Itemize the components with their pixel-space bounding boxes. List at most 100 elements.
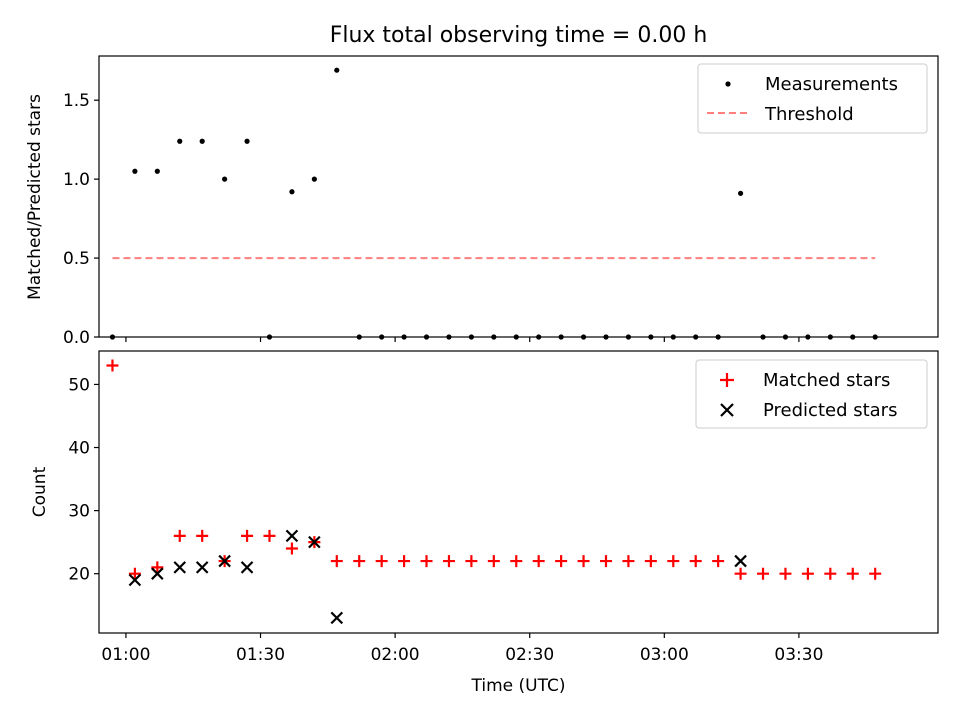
y-tick-label: 1.5	[63, 91, 90, 111]
matched-star-point	[487, 555, 500, 568]
y-tick-label: 0.5	[63, 249, 90, 269]
measurement-point	[401, 334, 407, 340]
matched-star-point	[241, 529, 254, 542]
x-tick-label: 02:00	[371, 645, 420, 665]
legend-threshold-label: Threshold	[764, 104, 854, 125]
measurement-point	[491, 334, 497, 340]
measurement-point	[468, 334, 474, 340]
measurement-point	[782, 334, 789, 340]
predicted-star-point	[195, 561, 209, 574]
measurement-point	[670, 334, 676, 340]
matched-star-point	[173, 529, 186, 542]
measurement-point	[805, 334, 811, 340]
measurement-point	[109, 334, 116, 340]
legend-predicted-stars-marker	[720, 403, 734, 417]
matched-star-point	[622, 555, 635, 568]
matched-star-point	[353, 555, 366, 568]
bottom-legend: Matched stars Predicted stars	[695, 359, 928, 429]
matched-star-point	[375, 555, 388, 568]
matched-star-point	[420, 555, 433, 568]
measurement-point	[715, 334, 721, 340]
x-tick-label: 01:00	[101, 645, 150, 665]
predicted-star-point	[240, 561, 254, 574]
y-tick-label: 30	[68, 502, 90, 522]
matched-star-point	[577, 555, 590, 568]
y-tick-label: 50	[68, 375, 90, 395]
measurement-point	[154, 168, 160, 174]
bottom-y-ticks: 20 30 40 50	[68, 375, 99, 585]
matched-star-point	[532, 555, 545, 568]
matched-star-point	[263, 529, 276, 542]
measurement-point	[693, 334, 699, 340]
bottom-plot-marks	[106, 359, 882, 625]
matched-star-point	[757, 567, 770, 580]
x-tick-label: 03:00	[640, 645, 689, 665]
measurement-point	[334, 67, 340, 73]
measurement-point	[827, 334, 833, 340]
measurement-point	[850, 334, 856, 340]
top-plot-marks	[109, 67, 878, 340]
predicted-star-point	[151, 567, 164, 580]
measurement-point	[177, 138, 183, 144]
top-y-ticks: 0.0 0.5 1.0 1.5	[63, 91, 99, 348]
top-panel: 0.0 0.5 1.0 1.5 Matched/Predicted stars Mea…	[25, 55, 939, 348]
y-tick-label: 20	[68, 565, 90, 585]
x-tick-label: 03:30	[774, 645, 823, 665]
matched-star-point	[151, 561, 164, 574]
predicted-star-point	[128, 573, 142, 587]
measurement-point	[760, 334, 766, 340]
matched-star-point	[779, 567, 792, 580]
matched-star-point	[285, 542, 298, 555]
legend-measurements-label: Measurements	[765, 74, 898, 95]
measurement-point	[222, 176, 228, 182]
measurement-point	[603, 334, 609, 340]
measurement-point	[199, 138, 205, 144]
predicted-star-point	[173, 561, 187, 574]
matched-star-point	[667, 555, 680, 568]
matched-star-point	[599, 555, 612, 568]
measurement-point	[356, 334, 362, 340]
legend-matched-stars-marker	[720, 373, 734, 387]
x-tick-label: 02:30	[505, 645, 554, 665]
top-legend-box	[697, 63, 928, 134]
y-tick-label: 1.0	[63, 170, 90, 190]
x-tick-label: 01:30	[236, 645, 285, 665]
measurement-point	[580, 334, 587, 340]
predicted-star-point	[330, 611, 344, 625]
y-tick-label: 0.0	[63, 328, 90, 348]
matched-star-point	[398, 555, 411, 568]
matched-star-point	[442, 555, 455, 568]
measurement-point	[423, 334, 430, 340]
matched-star-point	[824, 567, 837, 580]
matched-star-point	[555, 555, 568, 568]
matched-star-point	[465, 555, 478, 568]
chart-title: Flux total observing time = 0.00 h	[330, 23, 708, 48]
matched-star-point	[106, 359, 119, 372]
predicted-star-point	[308, 535, 321, 549]
measurement-point	[872, 334, 878, 340]
measurement-point	[513, 334, 519, 340]
bottom-x-ticks: 01:00 01:30 02:00 02:30 03:00 03:30	[101, 633, 823, 665]
predicted-star-point	[218, 554, 231, 568]
measurement-point	[446, 334, 452, 340]
matched-star-point	[196, 529, 209, 542]
measurement-point	[737, 190, 744, 196]
measurement-point	[244, 138, 250, 144]
matched-star-point	[712, 555, 725, 568]
x-axis-label: Time (UTC)	[471, 676, 566, 696]
matched-star-point	[846, 567, 859, 580]
matched-star-point	[330, 555, 343, 568]
top-legend: Measurements Threshold	[697, 63, 928, 134]
measurement-point	[379, 334, 385, 340]
matched-star-point	[734, 567, 747, 580]
matched-star-point	[801, 567, 814, 580]
matched-star-point	[510, 555, 523, 568]
measurement-point	[289, 189, 295, 195]
measurement-point	[311, 176, 317, 182]
legend-matched-stars-label: Matched stars	[763, 370, 890, 391]
measurement-point	[266, 334, 273, 340]
legend-predicted-stars-label: Predicted stars	[763, 400, 897, 421]
top-x-ticks	[125, 337, 800, 342]
